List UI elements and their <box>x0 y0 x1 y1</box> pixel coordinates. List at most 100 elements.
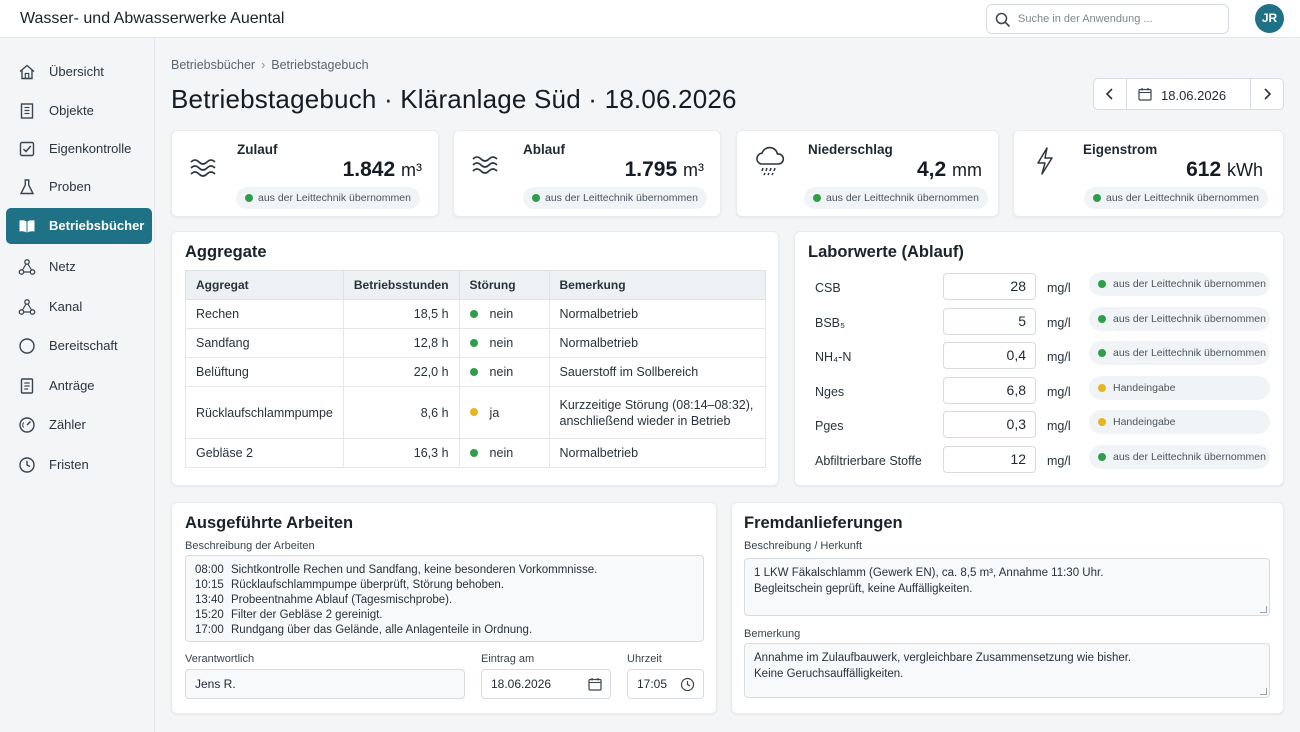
current-date[interactable]: 18.06.2026 <box>1161 88 1227 103</box>
source-badge: aus der Leittechnik übernommen <box>1084 187 1268 209</box>
calendar-icon[interactable] <box>588 677 602 691</box>
deliveries-card: Fremdanlieferungen Beschreibung / Herkun… <box>731 502 1284 714</box>
lab-value-input[interactable]: 0,4 <box>943 342 1036 369</box>
delivery-remark-textarea[interactable]: Annahme im Zulaufbauwerk, vergleichbare … <box>744 643 1270 698</box>
building-icon <box>20 103 34 119</box>
aggregate-name: Gebläse 2 <box>185 438 344 468</box>
sidebar-item-uebersicht[interactable]: Übersicht <box>6 54 152 90</box>
unit-label: mg/l <box>1047 316 1071 330</box>
table-row[interactable]: Belüftung 22,0 h nein Sauerstoff im Sollber… <box>185 357 767 387</box>
column-header[interactable]: Aggregat <box>185 270 344 300</box>
work-entry: 08:00 Sichtkontrolle Rechen und Sandfang,… <box>195 563 597 578</box>
status-dot <box>469 448 478 457</box>
kpi-card-niederschlag: Niederschlag 4,2 mm aus der Leittechnik … <box>736 130 999 217</box>
sidebar-item-label: Netz <box>49 259 76 274</box>
work-text: Rücklaufschlammpumpe überprüft, Störung … <box>231 579 504 591</box>
lab-values-card: Laborwerte (Ablauf) CSB 28 mg/l aus der Lei… <box>794 231 1284 486</box>
delivery-description-textarea[interactable]: 1 LKW Fäkalschlamm (Gewerk EN), ca. 8,5 … <box>744 558 1270 616</box>
table-row[interactable]: Gebläse 2 16,3 h nein Normalbetrieb <box>185 438 767 468</box>
sidebar-item-zaehler[interactable]: Zähler <box>6 407 152 443</box>
remark-cell: Sauerstoff im Sollbereich <box>548 357 767 387</box>
resize-handle[interactable] <box>1260 688 1267 695</box>
sidebar-item-netz[interactable]: Netz <box>6 249 152 285</box>
field-label: Beschreibung der Arbeiten <box>185 540 315 552</box>
column-header[interactable]: Störung <box>458 270 550 300</box>
fault-cell: ja <box>458 386 550 439</box>
sidebar-item-betriebsbuecher[interactable]: Betriebsbücher <box>6 208 152 244</box>
lab-value-row: BSB₅ 5 mg/l aus der Leittechnik übernommen <box>795 307 1285 338</box>
status-dot <box>1098 418 1106 426</box>
sidebar-item-label: Proben <box>49 179 91 194</box>
note-line: Normalbetrieb <box>559 336 639 350</box>
sidebar-item-label: Übersicht <box>49 64 104 79</box>
works-description-textarea[interactable]: 08:00 Sichtkontrolle Rechen und Sandfang,… <box>185 555 704 642</box>
textarea-line: Annahme im Zulaufbauwerk, vergleichbare … <box>754 652 1132 664</box>
status-dot <box>469 408 478 417</box>
lab-value-input[interactable]: 0,3 <box>943 411 1036 438</box>
sidebar-item-label: Betriebsbücher <box>49 218 145 233</box>
lab-value-row: Pges 0,3 mg/l Handeingabe <box>795 410 1285 441</box>
sidebar-item-label: Fristen <box>49 457 89 472</box>
field-label: Beschreibung / Herkunft <box>744 540 863 552</box>
fault-cell: nein <box>458 328 550 358</box>
waves-icon <box>472 156 498 174</box>
sidebar-item-objekte[interactable]: Objekte <box>6 93 152 129</box>
search-box[interactable] <box>986 4 1229 34</box>
column-header[interactable]: Bemerkung <box>548 270 767 300</box>
lab-value-input[interactable]: 12 <box>943 446 1036 473</box>
textarea-line: Begleitschein geprüft, keine Auffälligke… <box>754 583 973 595</box>
breadcrumb-current: Betriebstagebuch <box>271 58 369 72</box>
lab-value-input[interactable]: 6,8 <box>943 377 1036 404</box>
sidebar-item-proben[interactable]: Proben <box>6 169 152 205</box>
parameter-name: CSB <box>815 281 841 295</box>
source-badge: aus der Leittechnik übernommen <box>1089 445 1270 469</box>
lab-value-input[interactable]: 5 <box>943 308 1036 335</box>
table-row[interactable]: Rechen 18,5 h nein Normalbetrieb <box>185 299 767 329</box>
entry-date-value: 18.06.2026 <box>491 677 552 691</box>
document-icon <box>20 378 34 394</box>
chevron-right-icon <box>1264 88 1272 100</box>
sidebar-item-fristen[interactable]: Fristen <box>6 447 152 483</box>
sidebar-item-kanal[interactable]: Kanal <box>6 289 152 325</box>
work-text: Filter der Gebläse 2 gereinigt. <box>231 609 383 621</box>
status-dot <box>1098 280 1106 288</box>
lab-value-row: Nges 6,8 mg/l Handeingabe <box>795 376 1285 407</box>
aggregate-name: Sandfang <box>185 328 344 358</box>
clock-icon[interactable] <box>680 677 695 692</box>
user-avatar[interactable]: JR <box>1255 4 1284 33</box>
fault-value: nein <box>489 446 514 460</box>
breadcrumb-link[interactable]: Betriebsbücher <box>171 58 256 72</box>
resize-handle[interactable] <box>1260 606 1267 613</box>
status-dot <box>1098 315 1106 323</box>
breadcrumb: Betriebsbücher › Betriebstagebuch <box>171 58 369 72</box>
table-row[interactable]: Rücklaufschlammpumpe 8,6 h ja Kurzzeitige S… <box>185 386 767 439</box>
circle-icon <box>19 338 35 354</box>
work-text: Probeentnahme Ablauf (Tagesmischprobe). <box>231 594 453 606</box>
entry-time-input[interactable]: 17:05 <box>627 669 704 699</box>
sidebar-item-bereitschaft[interactable]: Bereitschaft <box>6 328 152 364</box>
fault-value: ja <box>489 405 500 420</box>
source-badge: aus der Leittechnik übernommen <box>1089 341 1270 365</box>
sidebar-item-antraege[interactable]: Anträge <box>6 368 152 404</box>
lab-value-input[interactable]: 28 <box>943 273 1036 300</box>
kpi-card-eigenstrom: Eigenstrom 612 kWh aus der Leittechnik ü… <box>1013 130 1284 217</box>
work-entry: 13:40 Probeentnahme Ablauf (Tagesmischpro… <box>195 593 452 608</box>
aggregate-name: Rücklaufschlammpumpe <box>185 386 344 439</box>
source-text: aus der Leittechnik übernommen <box>1113 451 1266 463</box>
status-dot <box>469 309 478 318</box>
top-bar: Wasser- und Abwasserwerke Auental JR <box>0 0 1300 38</box>
status-dot <box>469 338 478 347</box>
responsible-input[interactable]: Jens R. <box>185 669 465 699</box>
sidebar-item-eigenkontrolle[interactable]: Eigenkontrolle <box>6 131 152 167</box>
works-card: Ausgeführte Arbeiten Beschreibung der Ar… <box>171 502 717 714</box>
next-day-button[interactable] <box>1250 79 1283 109</box>
previous-day-button[interactable] <box>1094 79 1127 109</box>
column-header[interactable]: Betriebsstunden <box>342 270 460 300</box>
field-label: Eintrag am <box>481 653 535 665</box>
entry-date-input[interactable]: 18.06.2026 <box>481 669 611 699</box>
lightning-icon <box>1037 147 1053 175</box>
search-input[interactable] <box>1018 10 1218 28</box>
table-row[interactable]: Sandfang 12,8 h nein Normalbetrieb <box>185 328 767 358</box>
source-badge: Handeingabe <box>1089 376 1270 400</box>
aggregate-card: Aggregate Aggregat Betriebsstunden Störu… <box>171 231 779 486</box>
